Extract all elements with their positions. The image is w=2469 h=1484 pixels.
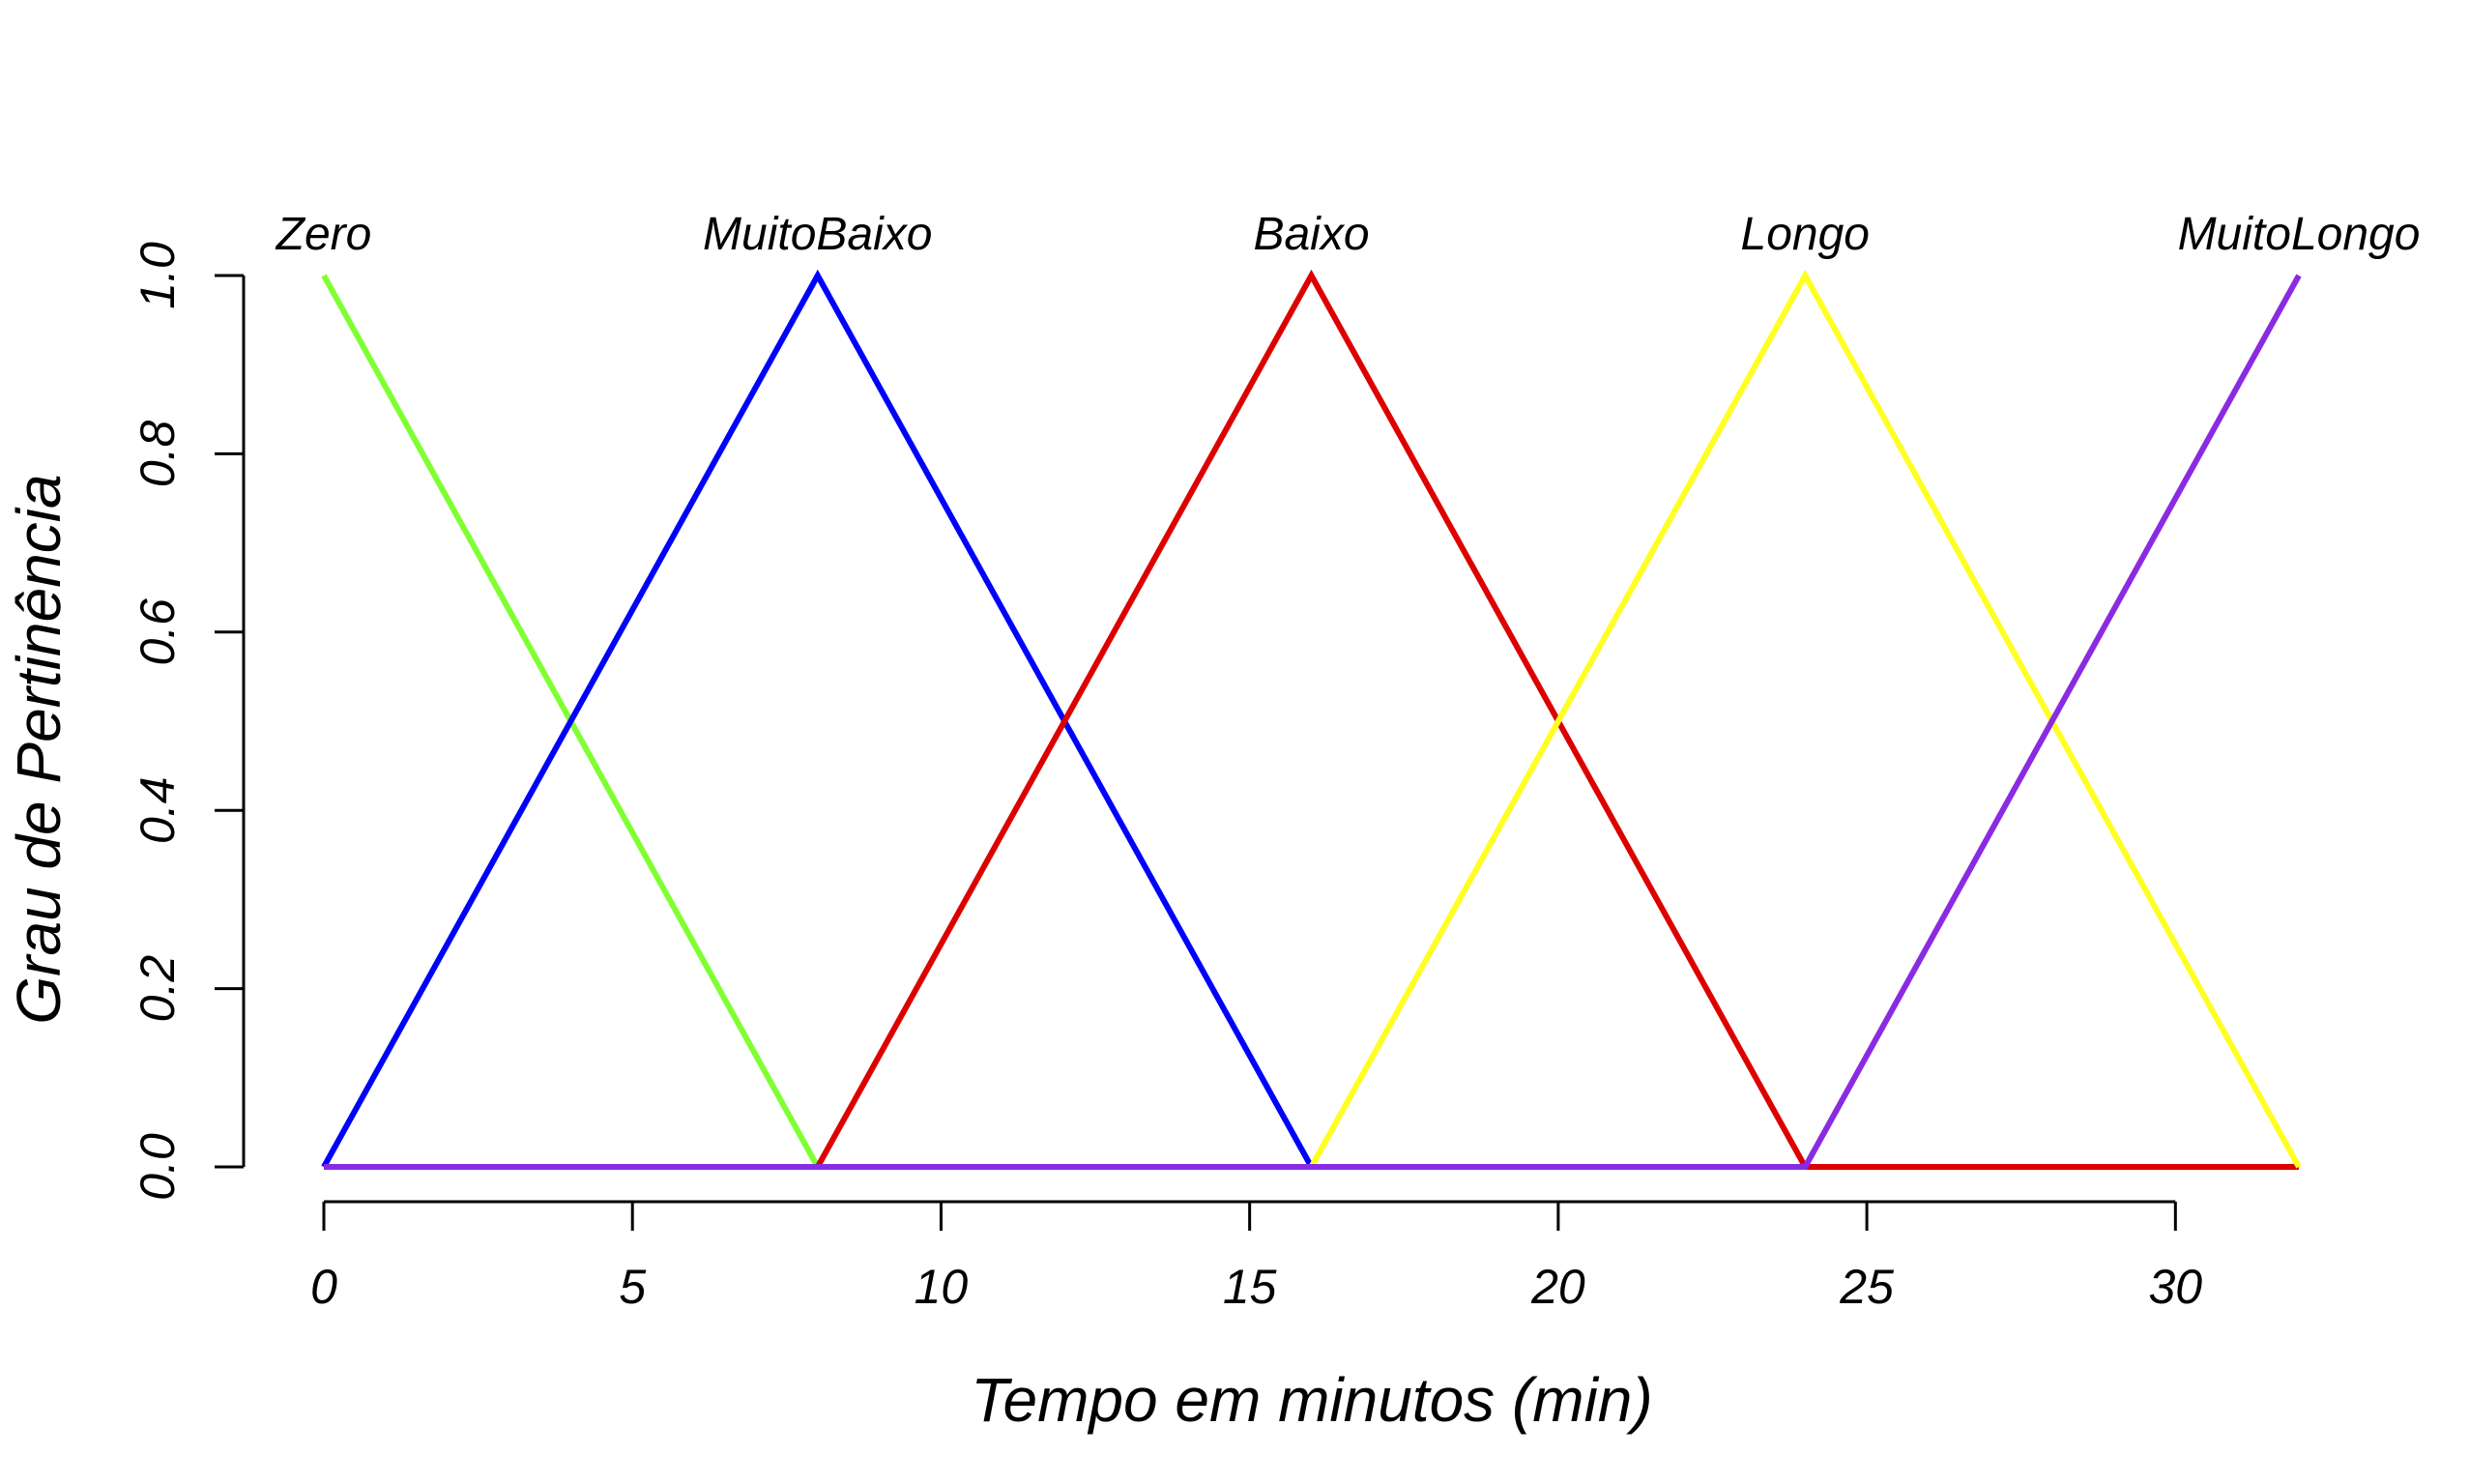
series-label: Zero (276, 209, 372, 260)
y-axis: 0.0 0.2 0.4 0.6 0.8 1.0 (131, 242, 246, 1201)
series-label: MuitoBaixo (703, 209, 932, 260)
y-tick-label: 0.0 (131, 1133, 185, 1201)
y-axis-title: Grau de Pertinência (4, 474, 73, 1024)
series-line-MuitoLongo (324, 274, 2302, 1170)
series-line-Longo (324, 269, 2302, 1170)
x-axis: 0 5 10 15 20 25 30 (310, 1200, 2203, 1314)
series-line-Zero (321, 274, 2299, 1170)
series-label-layer: Zero MuitoBaixo Baixo Longo MuitoLongo (276, 209, 2421, 260)
series-label: Longo (1741, 209, 1870, 260)
y-tick-label: 0.2 (131, 955, 185, 1023)
x-tick-label: 30 (2149, 1260, 2203, 1314)
series-layer (321, 269, 2302, 1170)
series-line-MuitoBaixo (321, 269, 2299, 1170)
series-label: Baixo (1253, 209, 1369, 260)
x-tick-label: 10 (915, 1260, 969, 1314)
x-tick-label: 20 (1530, 1260, 1585, 1314)
x-tick-label: 5 (619, 1260, 646, 1314)
series-line-Baixo (324, 269, 2299, 1170)
x-tick-label: 25 (1839, 1260, 1894, 1314)
y-tick-label: 1.0 (131, 242, 185, 309)
x-tick-label: 0 (310, 1260, 337, 1314)
y-tick-label: 0.6 (131, 598, 185, 666)
series-label: MuitoLongo (2178, 209, 2421, 260)
x-axis-title: Tempo em minutos (min) (971, 1365, 1652, 1435)
x-tick-label: 15 (1223, 1260, 1277, 1314)
y-tick-label: 0.8 (131, 420, 185, 487)
y-tick-label: 0.4 (131, 776, 185, 844)
